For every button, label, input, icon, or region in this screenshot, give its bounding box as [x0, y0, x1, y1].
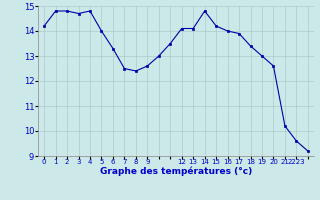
- X-axis label: Graphe des températures (°c): Graphe des températures (°c): [100, 167, 252, 176]
